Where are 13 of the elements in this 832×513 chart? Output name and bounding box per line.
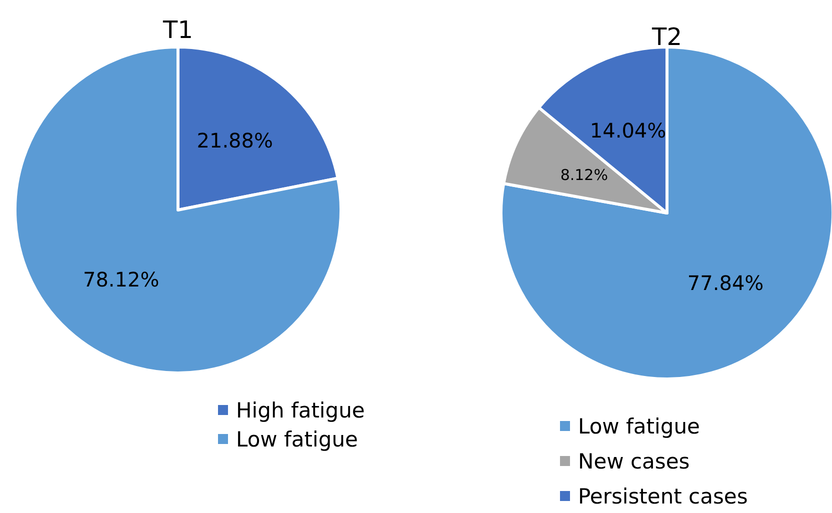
pie-slice [14,46,342,374]
legend-label: Low fatigue [236,427,358,452]
data-label: 21.88% [196,128,274,153]
legend-label: High fatigue [236,398,365,422]
chart-title: T1 [162,16,193,44]
data-label: 78.12% [82,267,160,292]
data-label: 8.12% [560,166,608,184]
chart-title: T2 [651,23,682,51]
data-label: 77.84% [687,271,764,296]
data-label: 14.04% [590,118,666,142]
legend-label: Low fatigue [578,414,700,438]
legend-label: New cases [578,449,690,474]
legend-label: Persistent cases [578,484,748,508]
